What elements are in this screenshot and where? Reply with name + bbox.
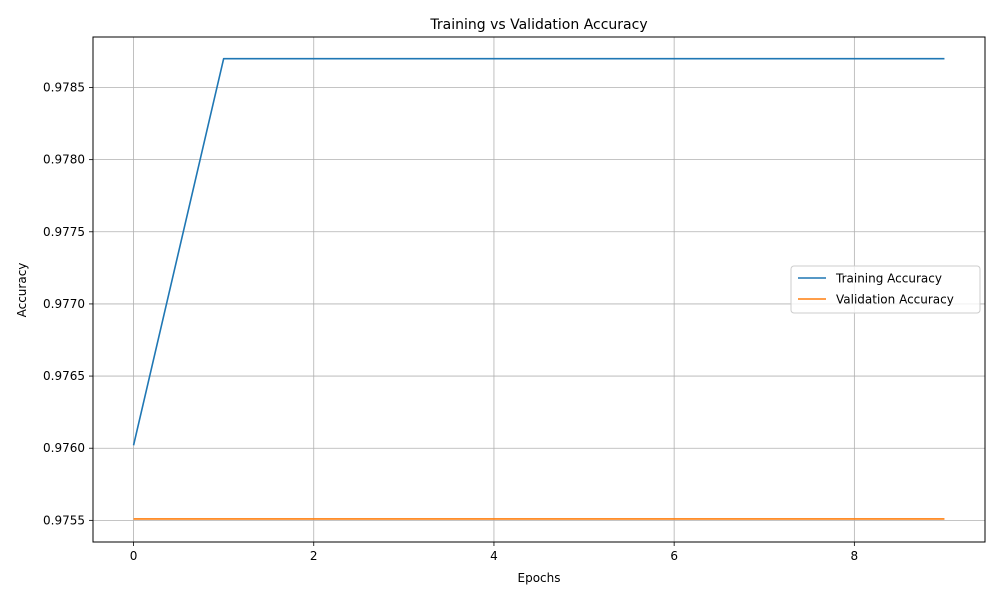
series-line-training-accuracy xyxy=(132,57,945,446)
y-tick-label: 0.9770 xyxy=(43,297,85,311)
legend-box xyxy=(790,265,981,314)
y-tick-label: 0.9785 xyxy=(43,81,85,95)
series-layer xyxy=(132,57,945,520)
grid-lines xyxy=(93,37,985,542)
y-axis: 0.9755 0.9760 0.9765 0.9770 0.9775 0.9780 0.97… xyxy=(43,81,93,527)
x-tick-label: 2 xyxy=(310,549,318,563)
chart-title: Training vs Validation Accuracy xyxy=(429,17,647,33)
x-tick-label: 0 xyxy=(130,549,138,563)
legend: Training Accuracy Validation Accuracy xyxy=(790,265,981,314)
x-axis: 0 2 4 6 8 xyxy=(130,542,858,563)
x-tick-label: 4 xyxy=(490,549,498,563)
y-tick-label: 0.9755 xyxy=(43,513,85,527)
y-tick-label: 0.9765 xyxy=(43,369,85,383)
x-axis-label: Epochs xyxy=(518,571,561,585)
y-axis-label: Accuracy xyxy=(15,263,29,318)
legend-label-validation: Validation Accuracy xyxy=(836,293,954,307)
x-tick-label: 8 xyxy=(851,549,859,563)
x-tick-label: 6 xyxy=(670,549,678,563)
y-tick-label: 0.9760 xyxy=(43,441,85,455)
plot-frame xyxy=(92,36,986,543)
y-tick-label: 0.9775 xyxy=(43,225,85,239)
legend-label-training: Training Accuracy xyxy=(835,272,942,286)
y-tick-label: 0.9780 xyxy=(43,153,85,167)
